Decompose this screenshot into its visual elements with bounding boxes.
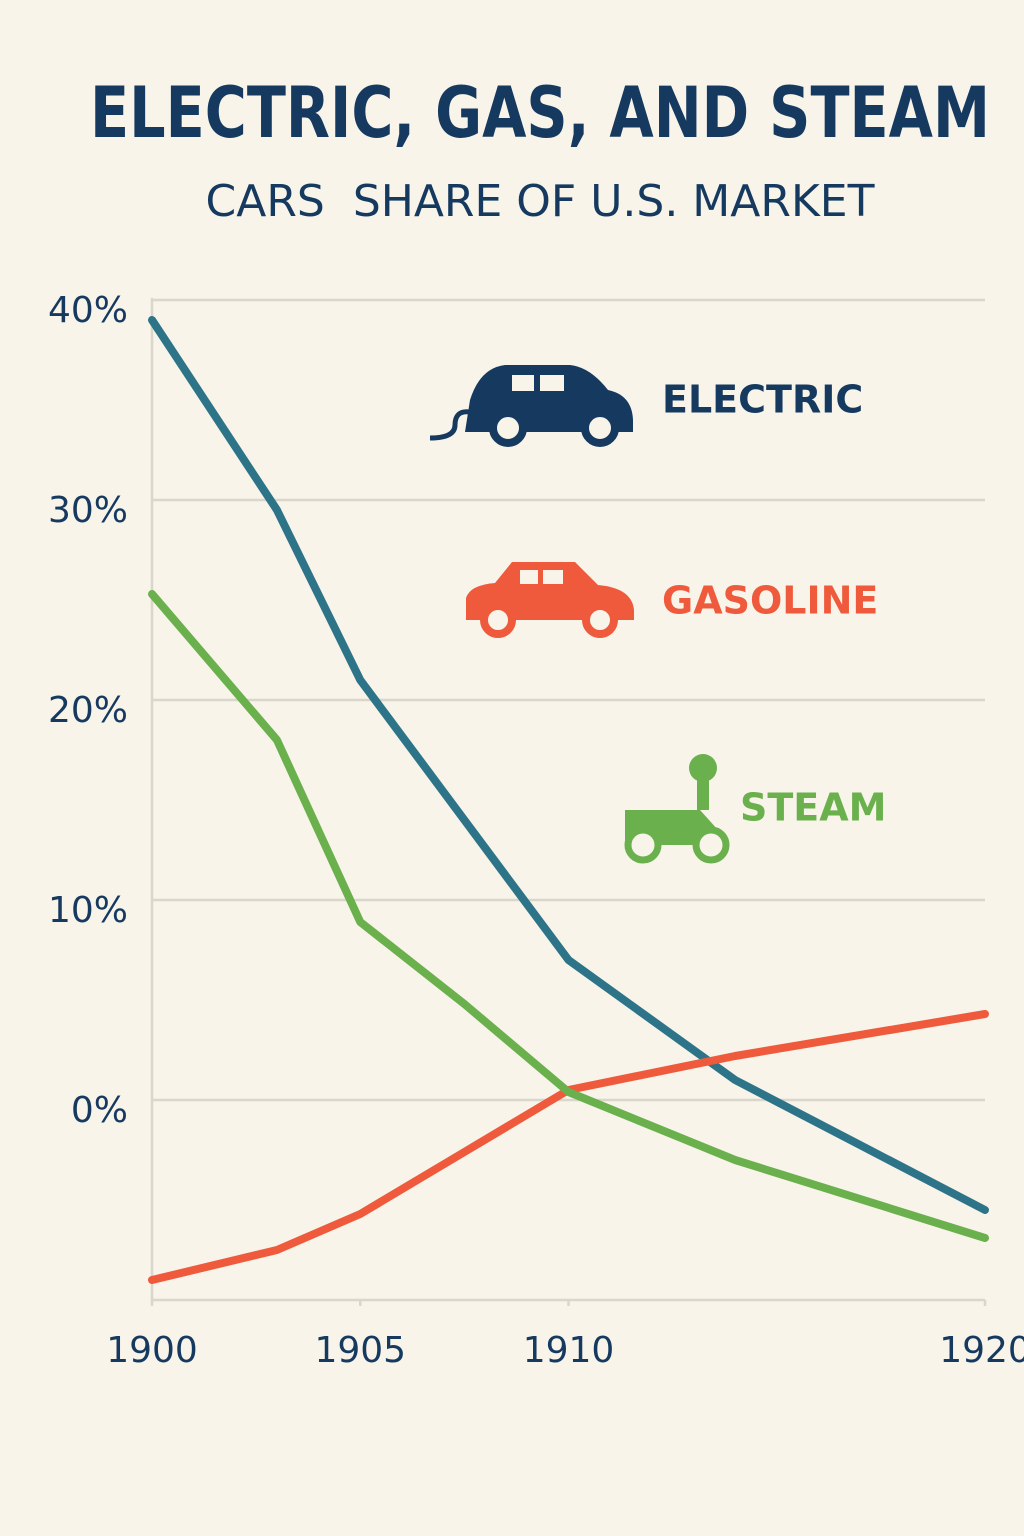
chart-subtitle: CARS SHARE OF U.S. MARKET xyxy=(206,176,875,227)
legend-label: ELECTRIC xyxy=(662,378,863,422)
steam-icon xyxy=(624,754,730,864)
y-tick-label: 0% xyxy=(71,1090,128,1131)
x-tick-label: 1910 xyxy=(523,1330,615,1371)
electric-icon xyxy=(429,365,633,447)
legend-label: STEAM xyxy=(740,786,886,830)
y-tick-label: 10% xyxy=(48,890,128,931)
chart-title: ELECTRIC, GAS, AND STEAM xyxy=(90,72,990,154)
series-line xyxy=(148,316,989,1214)
x-tick-label: 1905 xyxy=(314,1330,406,1371)
x-tick-label: 1900 xyxy=(106,1330,198,1371)
series-line xyxy=(148,1010,989,1284)
y-tick-label: 20% xyxy=(48,690,128,731)
gasoline-icon xyxy=(466,562,634,638)
series-line xyxy=(148,590,989,1242)
y-tick-label: 40% xyxy=(48,290,128,331)
y-tick-label: 30% xyxy=(48,490,128,531)
legend-label: GASOLINE xyxy=(662,579,878,623)
x-tick-label: 1920 xyxy=(939,1330,1024,1371)
